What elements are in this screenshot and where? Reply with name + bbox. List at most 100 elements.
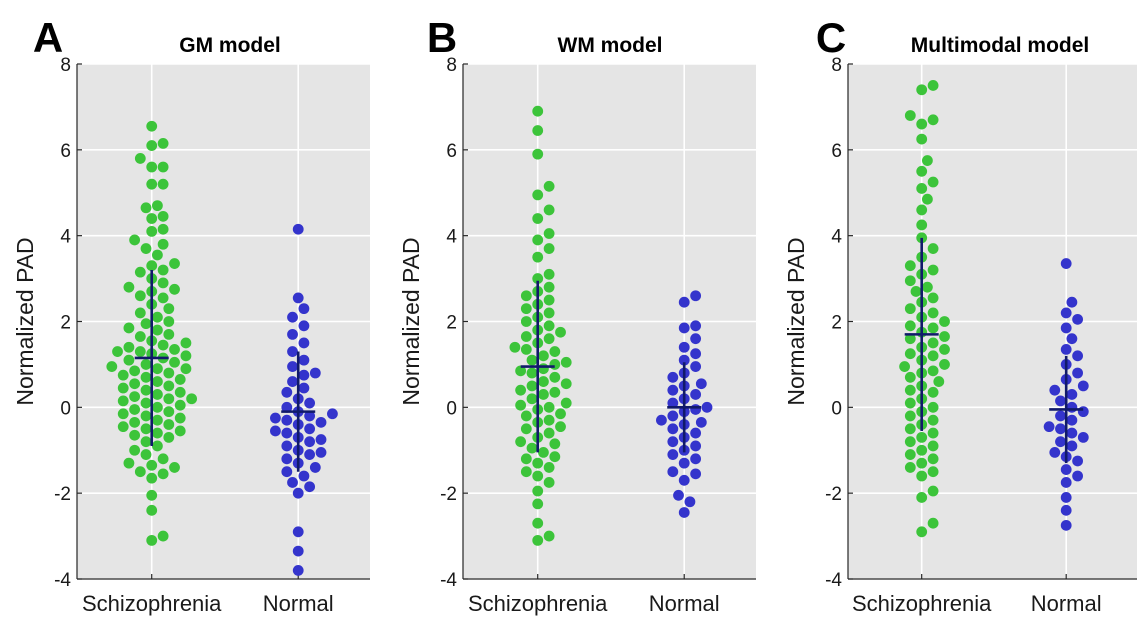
data-point <box>146 213 158 224</box>
data-point <box>904 449 916 460</box>
data-point <box>520 316 532 327</box>
y-tick-label: 8 <box>831 55 842 76</box>
data-point <box>134 466 146 478</box>
data-point <box>678 354 690 366</box>
data-point <box>904 462 916 473</box>
data-point <box>298 470 310 482</box>
data-point <box>695 378 707 390</box>
data-point <box>515 436 527 448</box>
data-point <box>174 386 186 398</box>
series-normal <box>1043 258 1089 531</box>
data-point <box>157 530 169 542</box>
data-point <box>117 408 129 420</box>
series-schizophrenia <box>106 120 198 546</box>
data-point <box>509 341 521 353</box>
data-point <box>1043 421 1055 433</box>
data-point <box>526 367 538 379</box>
data-point <box>163 393 175 405</box>
data-point <box>309 367 321 379</box>
data-point <box>146 225 158 237</box>
y-tick-label: 2 <box>446 313 457 334</box>
data-point <box>520 453 532 465</box>
data-point <box>555 408 566 420</box>
data-point <box>270 412 281 424</box>
data-point <box>667 423 679 435</box>
data-point <box>904 371 916 383</box>
data-point <box>543 204 555 216</box>
data-point <box>287 376 298 387</box>
data-point <box>916 84 928 96</box>
data-point <box>1077 380 1089 392</box>
y-tick-label: 4 <box>60 227 71 248</box>
data-point <box>140 423 152 435</box>
data-point <box>1066 296 1078 308</box>
data-point <box>684 496 696 508</box>
data-point <box>1077 431 1089 443</box>
data-point <box>1066 333 1078 345</box>
data-point <box>292 565 304 576</box>
data-point <box>281 414 293 426</box>
y-tick-label: -4 <box>825 570 842 591</box>
data-point <box>134 153 146 164</box>
data-point <box>146 504 158 516</box>
data-point <box>134 266 146 278</box>
panel-a: -4 -2 0 2 4 6 8 Schizophrenia Normal Normalized P… <box>12 14 370 616</box>
data-point <box>140 449 152 460</box>
data-point <box>678 322 690 334</box>
data-point <box>543 243 555 254</box>
data-point <box>690 468 702 480</box>
data-point <box>140 243 152 254</box>
data-point <box>543 228 555 239</box>
data-point <box>922 193 933 205</box>
data-point <box>526 380 538 392</box>
data-point <box>1049 384 1061 396</box>
data-point <box>916 526 928 538</box>
data-point <box>106 361 118 372</box>
data-point <box>939 331 950 342</box>
data-point <box>304 410 316 422</box>
data-point <box>549 371 561 383</box>
panel-title: GM model <box>179 34 281 57</box>
y-tick-label: 4 <box>446 227 457 248</box>
data-point <box>163 380 175 392</box>
data-point <box>532 498 544 510</box>
data-point <box>298 320 310 332</box>
data-point <box>1055 423 1066 435</box>
data-point <box>916 204 928 216</box>
data-point <box>140 318 152 330</box>
data-point <box>910 286 922 297</box>
data-point <box>532 470 544 482</box>
y-tick-label: 0 <box>446 398 457 419</box>
data-point <box>690 389 702 400</box>
data-point <box>520 331 532 342</box>
data-point <box>555 326 566 338</box>
data-point <box>163 316 175 327</box>
data-point <box>117 369 129 381</box>
data-point <box>174 425 186 437</box>
data-point <box>157 264 169 276</box>
data-point <box>520 344 532 355</box>
data-point <box>309 462 321 473</box>
data-point <box>667 410 679 422</box>
data-point <box>1072 455 1083 467</box>
data-point <box>140 410 152 422</box>
data-point <box>152 363 163 375</box>
data-point <box>174 399 186 411</box>
data-point <box>532 485 544 497</box>
data-point <box>922 281 933 293</box>
y-tick-label: 8 <box>60 55 71 76</box>
data-point <box>532 148 544 160</box>
data-point <box>1060 307 1072 319</box>
data-point <box>169 344 180 355</box>
y-tick-label: 0 <box>60 398 71 419</box>
data-point <box>129 234 141 246</box>
data-point <box>157 292 169 304</box>
data-point <box>186 393 198 405</box>
data-point <box>1066 414 1078 426</box>
data-point <box>916 470 928 482</box>
data-point <box>532 105 544 117</box>
data-point <box>526 354 538 366</box>
data-point <box>520 290 532 302</box>
data-point <box>927 176 939 188</box>
data-point <box>1055 436 1066 448</box>
